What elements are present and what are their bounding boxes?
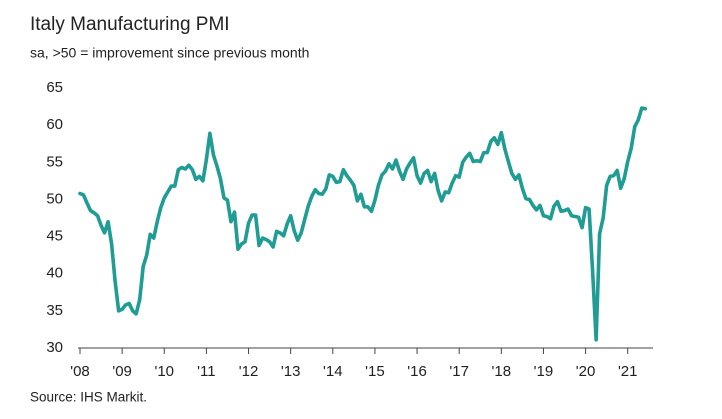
y-tick-label: 35 (46, 302, 63, 319)
y-tick-label: 50 (46, 190, 63, 207)
chart-subtitle: sa, >50 = improvement since previous mon… (30, 45, 309, 61)
x-tick-label: '12 (239, 363, 259, 380)
x-tick-label: '21 (618, 363, 638, 380)
y-tick-label: 60 (46, 116, 63, 133)
x-tick-label: '19 (534, 363, 554, 380)
y-tick-label: 45 (46, 228, 63, 245)
source-note: Source: IHS Markit. (30, 390, 147, 405)
y-tick-label: 65 (46, 79, 63, 96)
x-tick-label: '18 (492, 363, 512, 380)
x-tick-label: '20 (576, 363, 596, 380)
x-tick-label: '08 (70, 363, 90, 380)
x-tick-label: '09 (112, 363, 132, 380)
x-tick-label: '10 (154, 363, 174, 380)
pmi-line (78, 106, 648, 342)
x-tick-label: '17 (449, 363, 469, 380)
x-tick-label: '16 (407, 363, 427, 380)
y-tick-label: 40 (46, 265, 63, 282)
chart-title: Italy Manufacturing PMI (30, 14, 230, 35)
x-tick-label: '13 (281, 363, 301, 380)
x-tick-label: '11 (197, 363, 215, 380)
x-tick-label: '15 (365, 363, 385, 380)
y-tick-label: 55 (46, 153, 63, 170)
y-tick-label: 30 (46, 339, 63, 356)
x-tick-label: '14 (323, 363, 343, 380)
